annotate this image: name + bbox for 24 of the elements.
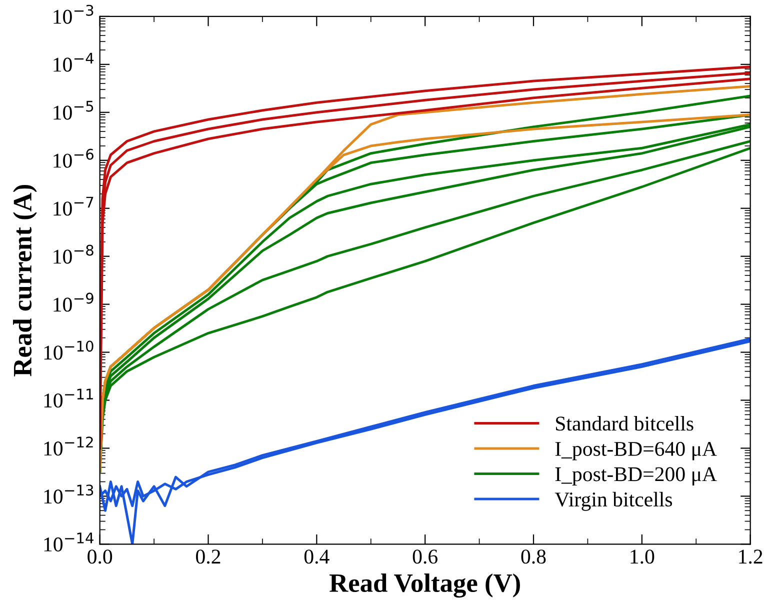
- y-tick-label: 10$^{−5}$: [54, 100, 94, 120]
- y-tick-label: 10$^{−8}$: [54, 244, 94, 264]
- y-tick-label: 10$^{−11}$: [44, 388, 93, 408]
- y-tick-label: 10$^{−7}$: [54, 196, 94, 216]
- legend-label: I_post-BD=640 μA: [555, 442, 717, 460]
- x-tick-label: 1.0: [630, 550, 654, 564]
- x-tick-label: 0.4: [304, 550, 330, 564]
- x-tick-label: 1.2: [739, 550, 762, 564]
- y-tick-label: 10$^{−12}$: [44, 436, 93, 456]
- y-axis-title: Read current (A): [12, 184, 37, 376]
- x-tick-label: 0.8: [521, 550, 546, 564]
- y-tick-label: 10$^{−13}$: [44, 484, 94, 504]
- x-tick-label: 0.0: [88, 550, 112, 564]
- legend-label: Standard bitcells: [556, 416, 694, 431]
- y-tick-label: 10$^{−10}$: [44, 340, 94, 360]
- y-tick-label: 10$^{−9}$: [54, 292, 94, 312]
- x-tick-label: 0.6: [412, 550, 438, 564]
- legend-label: Virgin bitcells: [554, 492, 672, 511]
- legend-label: I_post-BD=200 μA: [555, 467, 717, 486]
- y-tick-label: 10$^{−4}$: [54, 52, 94, 72]
- x-tick-label: 0.2: [196, 550, 220, 564]
- x-axis-title: Read Voltage (V): [330, 573, 520, 598]
- y-tick-label: 10$^{−6}$: [54, 148, 94, 168]
- y-tick-label: 10$^{−3}$: [54, 4, 94, 24]
